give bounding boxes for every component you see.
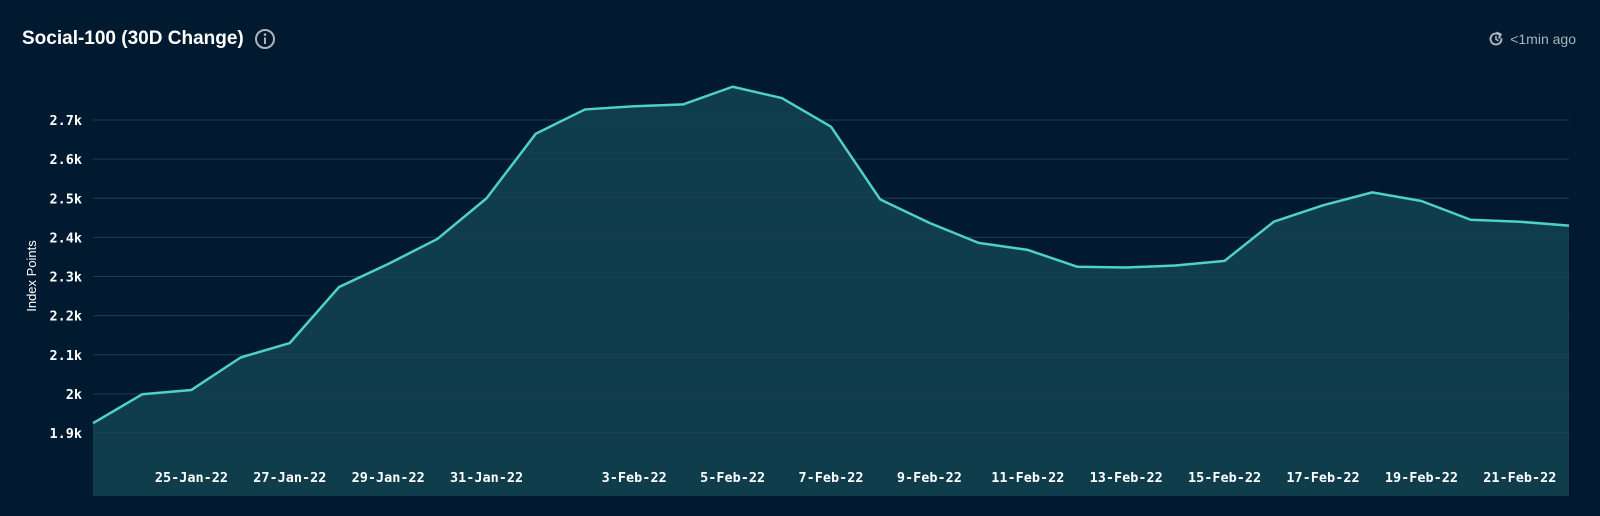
x-tick-label: 7-Feb-22 (798, 470, 863, 486)
x-tick-label: 13-Feb-22 (1090, 470, 1163, 486)
y-tick-label: 1.9k (49, 426, 82, 442)
area-fill (93, 86, 1569, 497)
info-icon[interactable] (254, 28, 276, 50)
x-tick-label: 21-Feb-22 (1483, 470, 1556, 486)
y-tick-label: 2.5k (49, 191, 82, 207)
y-axis-title: Index Points (24, 240, 39, 312)
x-tick-label: 15-Feb-22 (1188, 470, 1261, 486)
x-tick-label: 17-Feb-22 (1286, 470, 1359, 486)
y-tick-label: 2.7k (49, 113, 82, 129)
y-tick-label: 2.6k (49, 152, 82, 168)
x-tick-label: 19-Feb-22 (1385, 470, 1458, 486)
x-tick-label: 3-Feb-22 (602, 470, 667, 486)
y-tick-label: 2.2k (49, 309, 82, 325)
x-tick-label: 9-Feb-22 (897, 470, 962, 486)
refresh-icon[interactable] (1488, 31, 1504, 47)
y-tick-label: 2.4k (49, 230, 82, 246)
x-tick-label: 11-Feb-22 (991, 470, 1064, 486)
y-tick-label: 2.3k (49, 270, 82, 286)
x-tick-label: 27-Jan-22 (253, 470, 326, 486)
x-tick-label: 29-Jan-22 (352, 470, 425, 486)
last-updated-text: <1min ago (1510, 31, 1576, 47)
x-tick-label: 31-Jan-22 (450, 470, 523, 486)
y-tick-label: 2.1k (49, 348, 82, 364)
x-tick-label: 25-Jan-22 (155, 470, 228, 486)
chart-header: Social-100 (30D Change) (22, 28, 276, 50)
last-updated: <1min ago (1488, 31, 1576, 47)
chart-title: Social-100 (30D Change) (22, 28, 244, 49)
x-tick-label: 5-Feb-22 (700, 470, 765, 486)
y-tick-label: 2k (66, 387, 82, 403)
